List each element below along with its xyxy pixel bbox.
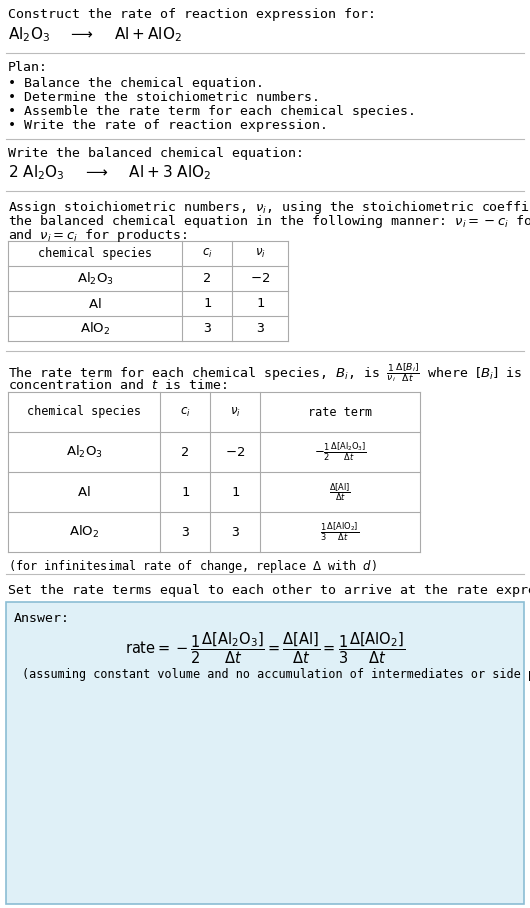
Text: chemical species: chemical species <box>38 247 152 260</box>
Text: $\mathrm{Al_2O_3}$: $\mathrm{Al_2O_3}$ <box>77 271 113 287</box>
Text: 2: 2 <box>203 272 211 285</box>
Text: (for infinitesimal rate of change, replace $\Delta$ with $d$): (for infinitesimal rate of change, repla… <box>8 558 377 575</box>
Text: Construct the rate of reaction expression for:: Construct the rate of reaction expressio… <box>8 8 376 21</box>
Text: $\frac{1}{3}\frac{\Delta[\mathrm{AlO_2}]}{\Delta t}$: $\frac{1}{3}\frac{\Delta[\mathrm{AlO_2}]… <box>321 521 359 543</box>
FancyBboxPatch shape <box>6 602 524 904</box>
Text: • Assemble the rate term for each chemical species.: • Assemble the rate term for each chemic… <box>8 105 416 118</box>
Text: $\nu_i$: $\nu_i$ <box>254 247 266 260</box>
Text: $c_i$: $c_i$ <box>201 247 213 260</box>
Text: $\frac{\Delta[\mathrm{Al}]}{\Delta t}$: $\frac{\Delta[\mathrm{Al}]}{\Delta t}$ <box>329 481 351 503</box>
Text: (assuming constant volume and no accumulation of intermediates or side products): (assuming constant volume and no accumul… <box>22 668 530 681</box>
Text: $-\frac{1}{2}\frac{\Delta[\mathrm{Al_2O_3}]}{\Delta t}$: $-\frac{1}{2}\frac{\Delta[\mathrm{Al_2O_… <box>314 440 366 463</box>
Text: the balanced chemical equation in the following manner: $\nu_i = -c_i$ for react: the balanced chemical equation in the fo… <box>8 213 530 230</box>
Text: Assign stoichiometric numbers, $\nu_i$, using the stoichiometric coefficients, $: Assign stoichiometric numbers, $\nu_i$, … <box>8 199 530 216</box>
Text: 3: 3 <box>203 322 211 335</box>
Text: $2\ \mathrm{Al_2O_3}$  $\longrightarrow$  $\mathrm{Al + 3\ AlO_2}$: $2\ \mathrm{Al_2O_3}$ $\longrightarrow$ … <box>8 163 211 182</box>
Text: 1: 1 <box>231 486 239 498</box>
Text: $-2$: $-2$ <box>225 446 245 459</box>
Text: $\mathrm{rate} = -\dfrac{1}{2}\dfrac{\Delta[\mathrm{Al_2O_3}]}{\Delta t} = \dfra: $\mathrm{rate} = -\dfrac{1}{2}\dfrac{\De… <box>125 630 405 666</box>
Text: • Balance the chemical equation.: • Balance the chemical equation. <box>8 77 264 90</box>
Text: $\mathrm{Al_2O_3}$: $\mathrm{Al_2O_3}$ <box>66 444 102 460</box>
Text: chemical species: chemical species <box>27 406 141 419</box>
Text: The rate term for each chemical species, $B_i$, is $\frac{1}{\nu_i}\frac{\Delta[: The rate term for each chemical species,… <box>8 361 530 384</box>
Text: • Determine the stoichiometric numbers.: • Determine the stoichiometric numbers. <box>8 91 320 104</box>
Text: $\mathrm{AlO_2}$: $\mathrm{AlO_2}$ <box>80 321 110 337</box>
Text: concentration and $t$ is time:: concentration and $t$ is time: <box>8 378 227 392</box>
Text: $\mathrm{Al_2O_3}$  $\longrightarrow$  $\mathrm{Al + AlO_2}$: $\mathrm{Al_2O_3}$ $\longrightarrow$ $\m… <box>8 25 182 44</box>
Text: 2: 2 <box>181 446 189 459</box>
Text: 1: 1 <box>256 297 264 310</box>
Text: $\mathrm{Al}$: $\mathrm{Al}$ <box>77 485 91 499</box>
Text: Set the rate terms equal to each other to arrive at the rate expression:: Set the rate terms equal to each other t… <box>8 584 530 597</box>
Text: • Write the rate of reaction expression.: • Write the rate of reaction expression. <box>8 119 328 132</box>
Text: $\nu_i$: $\nu_i$ <box>229 406 241 419</box>
Text: rate term: rate term <box>308 406 372 419</box>
Text: and $\nu_i = c_i$ for products:: and $\nu_i = c_i$ for products: <box>8 227 187 244</box>
Text: Plan:: Plan: <box>8 61 48 74</box>
Text: $\mathrm{Al}$: $\mathrm{Al}$ <box>88 297 102 311</box>
Text: 3: 3 <box>256 322 264 335</box>
Text: $-2$: $-2$ <box>250 272 270 285</box>
Text: $\mathrm{AlO_2}$: $\mathrm{AlO_2}$ <box>69 524 99 540</box>
Text: 1: 1 <box>181 486 189 498</box>
Text: 1: 1 <box>203 297 211 310</box>
Text: 3: 3 <box>181 526 189 538</box>
Text: $c_i$: $c_i$ <box>180 406 190 419</box>
Text: Write the balanced chemical equation:: Write the balanced chemical equation: <box>8 147 304 160</box>
Text: 3: 3 <box>231 526 239 538</box>
Text: Answer:: Answer: <box>14 612 70 625</box>
